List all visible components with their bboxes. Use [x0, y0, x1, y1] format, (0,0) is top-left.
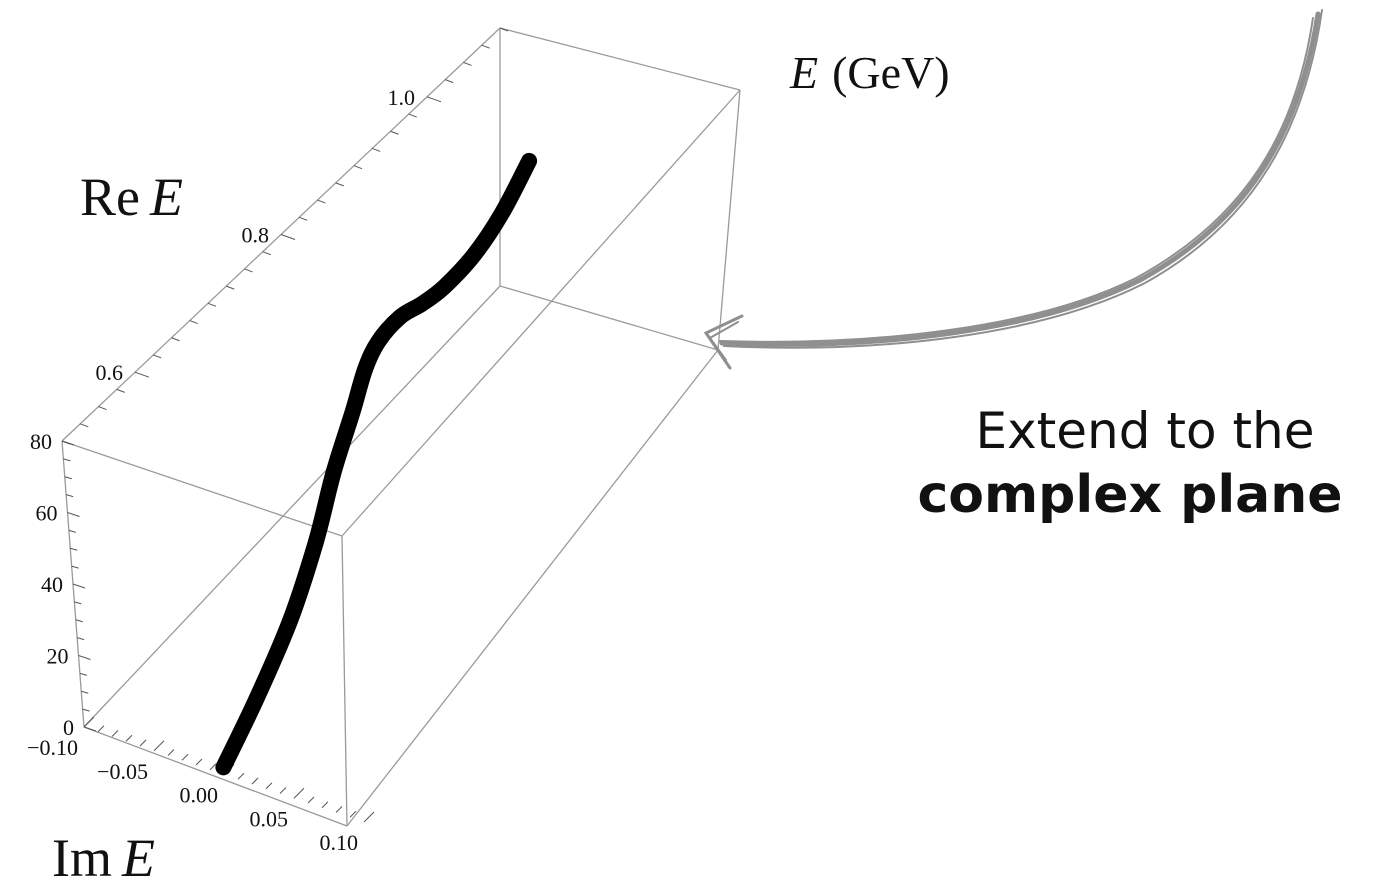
tick-mark — [171, 337, 180, 342]
tick-mark — [74, 601, 82, 605]
tick-mark — [167, 749, 175, 756]
tick-mark — [262, 251, 271, 256]
tick-mark — [251, 777, 259, 785]
tick-mark — [75, 619, 83, 623]
tick-mark — [279, 787, 287, 794]
tick-mark — [481, 44, 490, 49]
box-edge — [717, 89, 741, 351]
tick-mark — [445, 79, 454, 84]
im-tick-label: 0.05 — [250, 806, 289, 831]
box-edge — [83, 285, 501, 728]
tick-mark — [353, 165, 363, 170]
box-edge — [83, 726, 348, 827]
z-tick-label: 20 — [47, 644, 69, 669]
tick-mark — [293, 787, 305, 799]
tick-mark — [195, 758, 203, 766]
tick-mark — [67, 512, 80, 517]
box-edge — [61, 440, 343, 537]
tick-mark — [463, 61, 472, 66]
tick-mark — [70, 547, 78, 551]
box-edge — [341, 535, 348, 827]
tick-mark — [265, 782, 273, 790]
tick-mark — [83, 716, 95, 728]
tick-mark — [189, 320, 198, 325]
tick-mark — [63, 458, 71, 462]
im-tick-label: 0.00 — [180, 783, 219, 808]
im-axis-ticks: −0.10 −0.05 0.00 0.05 0.10 — [27, 716, 375, 855]
series-curve — [215, 152, 538, 776]
plot-box — [61, 27, 741, 827]
tick-mark — [76, 637, 85, 641]
callout-line-2: complex plane — [917, 465, 1342, 525]
tick-mark — [79, 672, 88, 676]
tick-mark — [307, 796, 315, 804]
tick-mark — [82, 708, 90, 712]
box-edge — [499, 285, 719, 351]
im-tick-label: 0.10 — [320, 830, 359, 855]
tick-mark — [153, 740, 165, 752]
tick-mark — [61, 440, 75, 446]
tick-mark — [335, 182, 344, 187]
tick-mark — [209, 763, 217, 771]
tick-mark — [125, 734, 133, 742]
tick-mark — [426, 96, 442, 103]
re-axis-label: Re E — [80, 167, 183, 227]
tick-mark — [499, 27, 509, 32]
z-tick-label: 0 — [63, 715, 74, 740]
tick-mark — [181, 753, 189, 761]
re-axis-ticks: 0.6 0.8 1.0 — [61, 27, 509, 445]
im-tick-label: −0.10 — [27, 735, 78, 760]
tick-mark — [226, 285, 235, 290]
tick-mark — [134, 371, 150, 378]
re-tick-label: 0.8 — [242, 223, 270, 248]
energy-unit-label: E (GeV) — [789, 47, 950, 98]
tick-mark — [139, 739, 147, 747]
z-tick-label: 40 — [41, 572, 63, 597]
callout-line-1: Extend to the — [975, 402, 1314, 460]
tick-mark — [321, 801, 329, 809]
z-tick-label: 80 — [30, 429, 52, 454]
tick-mark — [98, 406, 107, 411]
z-tick-label: 60 — [36, 501, 58, 526]
tick-mark — [207, 302, 217, 307]
tick-mark — [349, 810, 357, 818]
tick-mark — [335, 806, 343, 813]
box-edge — [346, 349, 719, 827]
arrow-icon — [703, 9, 1323, 370]
tick-mark — [299, 216, 308, 221]
re-tick-label: 0.6 — [96, 360, 124, 385]
tick-mark — [317, 199, 326, 204]
im-tick-label: −0.05 — [97, 759, 148, 784]
tick-mark — [78, 655, 91, 660]
tick-mark — [280, 234, 296, 240]
tick-mark — [68, 529, 77, 533]
tick-mark — [408, 113, 417, 118]
tick-mark — [116, 388, 125, 393]
tick-mark — [97, 725, 105, 733]
tick-mark — [72, 583, 86, 589]
im-axis-label: Im E — [52, 828, 155, 883]
tick-mark — [372, 147, 381, 152]
tick-mark — [81, 690, 89, 694]
tick-mark — [237, 772, 245, 780]
box-edge — [341, 89, 741, 537]
tick-mark — [111, 730, 119, 737]
tick-mark — [65, 494, 74, 498]
tick-mark — [153, 354, 162, 359]
tick-mark — [80, 423, 89, 428]
tick-mark — [244, 268, 253, 273]
re-tick-label: 1.0 — [388, 85, 416, 110]
z-axis-ticks: 0 20 40 60 80 — [30, 429, 97, 740]
tick-mark — [363, 811, 375, 823]
tick-mark — [390, 130, 399, 135]
box-edge — [499, 27, 741, 91]
tick-mark — [71, 565, 79, 569]
tick-mark — [83, 726, 97, 732]
tick-mark — [64, 476, 72, 480]
